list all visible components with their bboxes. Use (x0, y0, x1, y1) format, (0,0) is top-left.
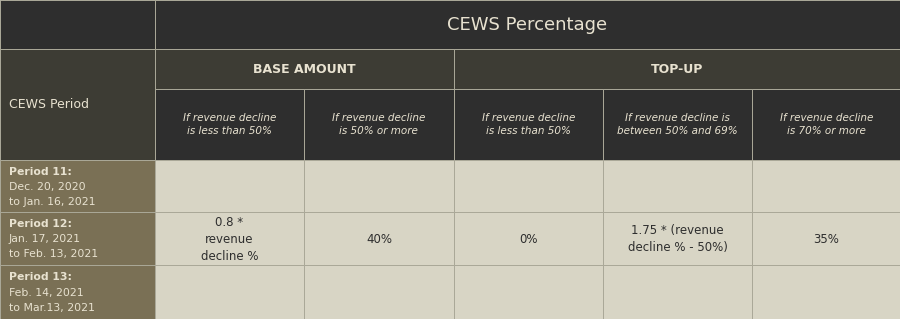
Text: Jan. 17, 2021: Jan. 17, 2021 (9, 234, 81, 244)
Text: Period 12:: Period 12: (9, 219, 72, 229)
Bar (155, 0, 900, 49)
Bar (304, 265, 454, 319)
Bar (155, 265, 304, 319)
Bar (752, 265, 900, 319)
Bar (454, 49, 900, 89)
Text: If revenue decline
is less than 50%: If revenue decline is less than 50% (482, 113, 575, 136)
Text: to Jan. 16, 2021: to Jan. 16, 2021 (9, 197, 95, 207)
Text: If revenue decline
is 50% or more: If revenue decline is 50% or more (332, 113, 426, 136)
Bar (603, 265, 752, 319)
Text: 1.75 * (revenue
decline % - 50%): 1.75 * (revenue decline % - 50%) (628, 224, 727, 254)
Bar (454, 265, 603, 319)
Bar (603, 160, 752, 212)
Bar (603, 212, 752, 265)
Bar (304, 89, 454, 160)
Text: Period 11:: Period 11: (9, 167, 72, 176)
Bar (454, 89, 603, 160)
Bar (0, 49, 155, 160)
Text: 40%: 40% (366, 233, 392, 246)
Bar (752, 212, 900, 265)
Text: 35%: 35% (814, 233, 839, 246)
Bar (603, 89, 752, 160)
Text: BASE AMOUNT: BASE AMOUNT (253, 63, 356, 76)
Bar (454, 212, 603, 265)
Text: If revenue decline
is less than 50%: If revenue decline is less than 50% (183, 113, 276, 136)
Bar (0, 160, 155, 212)
Bar (304, 160, 454, 212)
Bar (155, 160, 304, 212)
Text: 0.8 *
revenue
decline %: 0.8 * revenue decline % (201, 216, 258, 263)
Text: to Mar.13, 2021: to Mar.13, 2021 (9, 303, 94, 313)
Text: Feb. 14, 2021: Feb. 14, 2021 (9, 288, 84, 298)
Text: Dec. 20, 2020: Dec. 20, 2020 (9, 182, 86, 192)
Bar (304, 212, 454, 265)
Text: If revenue decline
is 70% or more: If revenue decline is 70% or more (779, 113, 873, 136)
Bar (752, 89, 900, 160)
Bar (0, 212, 155, 265)
Text: 0%: 0% (519, 233, 537, 246)
Bar (155, 89, 304, 160)
Bar (0, 0, 155, 49)
Bar (454, 160, 603, 212)
Bar (155, 49, 454, 89)
Text: to Feb. 13, 2021: to Feb. 13, 2021 (9, 249, 98, 259)
Text: TOP-UP: TOP-UP (651, 63, 703, 76)
Bar (155, 212, 304, 265)
Text: CEWS Percentage: CEWS Percentage (447, 16, 608, 34)
Bar (0, 265, 155, 319)
Text: CEWS Period: CEWS Period (9, 98, 89, 111)
Bar (752, 160, 900, 212)
Text: If revenue decline is
between 50% and 69%: If revenue decline is between 50% and 69… (617, 113, 738, 136)
Text: Period 13:: Period 13: (9, 272, 72, 282)
